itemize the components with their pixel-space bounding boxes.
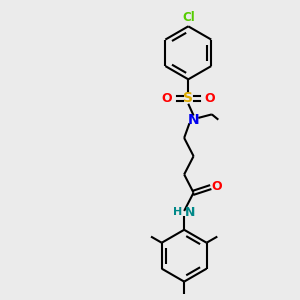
Text: O: O — [161, 92, 172, 105]
Text: H: H — [172, 207, 182, 218]
Text: O: O — [211, 180, 222, 193]
Text: Cl: Cl — [182, 11, 195, 24]
Text: N: N — [185, 206, 195, 219]
Text: O: O — [205, 92, 215, 105]
Text: S: S — [183, 92, 193, 106]
Text: N: N — [188, 113, 200, 127]
